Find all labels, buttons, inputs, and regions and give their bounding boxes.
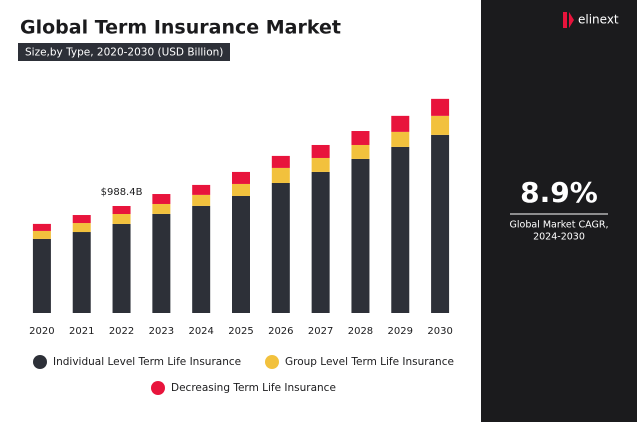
x-tick-label: 2030: [427, 326, 452, 337]
brand: elinext: [578, 13, 619, 27]
bar-segment: [232, 183, 250, 196]
bar-segment: [32, 238, 51, 313]
bar-segment: [72, 215, 91, 224]
cagr-value: 8.9%: [520, 176, 598, 209]
bar-segment: [351, 144, 370, 159]
bar-segment: [112, 214, 131, 224]
legend-label: Decreasing Term Life Insurance: [171, 382, 336, 394]
bar-segment: [232, 171, 250, 184]
bar-segment: [192, 205, 211, 313]
bar-segment: [431, 115, 450, 135]
chart-subtitle: Size,by Type, 2020-2030 (USD Billion): [25, 47, 223, 59]
subtitle-box: [18, 43, 230, 61]
bar-segment: [152, 213, 171, 313]
bar-segment: [431, 98, 450, 116]
bar-segment: [152, 203, 171, 214]
bar-segment: [192, 184, 211, 195]
bar-segment: [72, 232, 91, 313]
cagr-period: 2024-2030: [533, 232, 585, 243]
bar-segment: [351, 158, 370, 313]
brand-icon: [563, 12, 574, 28]
legend-marker: [33, 355, 47, 369]
x-tick-label: 2022: [109, 326, 134, 337]
bar-segment: [192, 194, 211, 206]
bar-segment: [311, 157, 330, 172]
x-tick-label: 2021: [69, 326, 94, 337]
x-tick-label: 2027: [308, 326, 333, 337]
bar-segment: [32, 223, 51, 231]
bar-segment: [431, 134, 450, 313]
chart-title: Global Term Insurance Market: [20, 17, 341, 39]
legend-marker: [265, 355, 279, 369]
bar-segment: [271, 167, 290, 183]
bar-segment: [271, 155, 290, 168]
bar-segment: [391, 146, 410, 313]
legend-label: Individual Level Term Life Insurance: [53, 356, 241, 368]
bar-segment: [271, 182, 290, 313]
bar-segment: [72, 223, 91, 233]
legend-marker: [151, 381, 165, 395]
legend-label: Group Level Term Life Insurance: [285, 356, 454, 368]
bar-segment: [391, 115, 410, 132]
bar-segment: [152, 194, 171, 204]
bar-segment: [232, 195, 250, 313]
bar-segment: [311, 171, 330, 313]
bar-segment: [351, 131, 370, 145]
bar-segment: [311, 144, 330, 158]
side-panel: [481, 0, 637, 422]
x-tick-label: 2029: [388, 326, 413, 337]
bar-segment: [112, 205, 131, 215]
x-tick-label: 2024: [188, 326, 213, 337]
x-tick-label: 2028: [348, 326, 373, 337]
annotation: $988.4B: [101, 187, 143, 198]
bar-segment: [32, 230, 51, 239]
x-tick-label: 2020: [29, 326, 54, 337]
x-tick-label: 2025: [228, 326, 253, 337]
bar-segment: [112, 223, 131, 313]
bar-segment: [391, 131, 410, 147]
x-tick-label: 2026: [268, 326, 293, 337]
cagr-label: Global Market CAGR,: [510, 220, 609, 231]
x-tick-label: 2023: [149, 326, 174, 337]
